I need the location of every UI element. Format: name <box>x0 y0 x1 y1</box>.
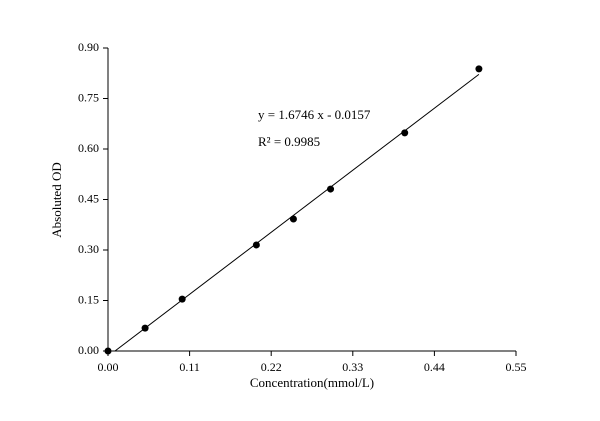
y-tick-label: 0.00 <box>78 343 99 357</box>
equation: y = 1.6746 x - 0.0157 <box>258 107 371 122</box>
x-tick-label: 0.55 <box>506 360 527 374</box>
data-point <box>289 215 297 223</box>
data-point <box>327 185 335 193</box>
x-axis-label: Concentration(mmol/L) <box>250 375 374 390</box>
r-squared: R² = 0.9985 <box>258 134 320 149</box>
y-tick-label: 0.75 <box>78 90 99 104</box>
data-point <box>475 65 483 73</box>
x-tick-label: 0.44 <box>424 360 445 374</box>
x-tick-label: 0.22 <box>261 360 282 374</box>
x-tick-label: 0.00 <box>98 360 119 374</box>
x-tick-label: 0.33 <box>342 360 363 374</box>
data-point <box>252 241 260 249</box>
y-tick-label: 0.30 <box>78 242 99 256</box>
y-tick-label: 0.45 <box>78 191 99 205</box>
data-point <box>178 295 186 303</box>
data-point <box>104 347 112 355</box>
data-point <box>141 324 149 332</box>
fit-line <box>114 73 480 352</box>
y-tick-label: 0.90 <box>78 40 99 54</box>
data-point <box>401 129 409 137</box>
y-tick-label: 0.60 <box>78 141 99 155</box>
y-tick-label: 0.15 <box>78 292 99 306</box>
x-tick-label: 0.11 <box>179 360 200 374</box>
y-axis-label: Absoluted OD <box>49 162 64 237</box>
